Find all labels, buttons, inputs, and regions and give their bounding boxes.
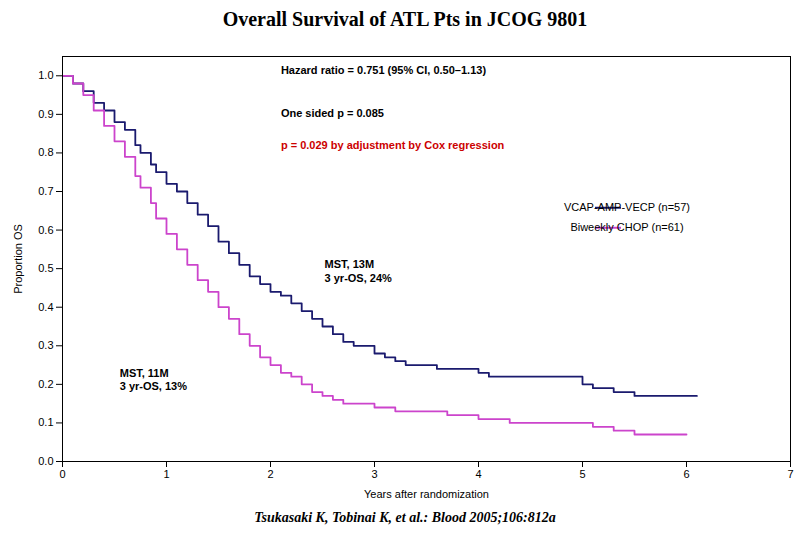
svg-text:0.3: 0.3	[38, 339, 53, 351]
svg-text:0.6: 0.6	[38, 224, 53, 236]
svg-text:Biweekly CHOP (n=61): Biweekly CHOP (n=61)	[570, 221, 683, 233]
svg-text:0.8: 0.8	[38, 146, 53, 158]
html-text:Overall Survival of ATL Pts in: Overall Survival of ATL Pts in JCOG 9801	[222, 8, 588, 30]
svg-text:4: 4	[475, 468, 481, 480]
svg-text:0.0: 0.0	[38, 455, 53, 467]
svg-text:1.0: 1.0	[38, 69, 53, 81]
svg-text:0.2: 0.2	[38, 378, 53, 390]
svg-text:0.7: 0.7	[38, 185, 53, 197]
svg-text:Years after randomization: Years after randomization	[364, 488, 489, 500]
svg-text:VCAP-AMP-VECP (n=57): VCAP-AMP-VECP (n=57)	[564, 201, 690, 213]
html-text:Tsukasaki K, Tobinai K, et al.: Tsukasaki K, Tobinai K, et al.: Blood 20…	[254, 510, 556, 525]
svg-text:0.1: 0.1	[38, 416, 53, 428]
svg-text:3: 3	[371, 468, 377, 480]
svg-text:Proportion OS: Proportion OS	[12, 224, 24, 294]
svg-text:p = 0.029 by adjustment by Cox: p = 0.029 by adjustment by Cox regressio…	[281, 139, 505, 151]
svg-text:0.9: 0.9	[38, 108, 53, 120]
svg-text:0: 0	[59, 468, 65, 480]
svg-text:MST, 13M3 yr-OS, 24%: MST, 13M3 yr-OS, 24%	[325, 258, 392, 283]
svg-text:5: 5	[579, 468, 585, 480]
svg-text:MST, 11M3 yr-OS, 13%: MST, 11M3 yr-OS, 13%	[120, 367, 187, 392]
svg-text:2: 2	[267, 468, 273, 480]
svg-text:Hazard ratio = 0.751 (95% CI,: Hazard ratio = 0.751 (95% CI, 0.50–1.13)	[281, 64, 486, 76]
svg-text:0.5: 0.5	[38, 262, 53, 274]
svg-text:7: 7	[787, 468, 793, 480]
svg-text:0.4: 0.4	[38, 301, 53, 313]
svg-text:6: 6	[683, 468, 689, 480]
svg-text:1: 1	[163, 468, 169, 480]
svg-text:One sided p = 0.085: One sided p = 0.085	[281, 106, 384, 118]
